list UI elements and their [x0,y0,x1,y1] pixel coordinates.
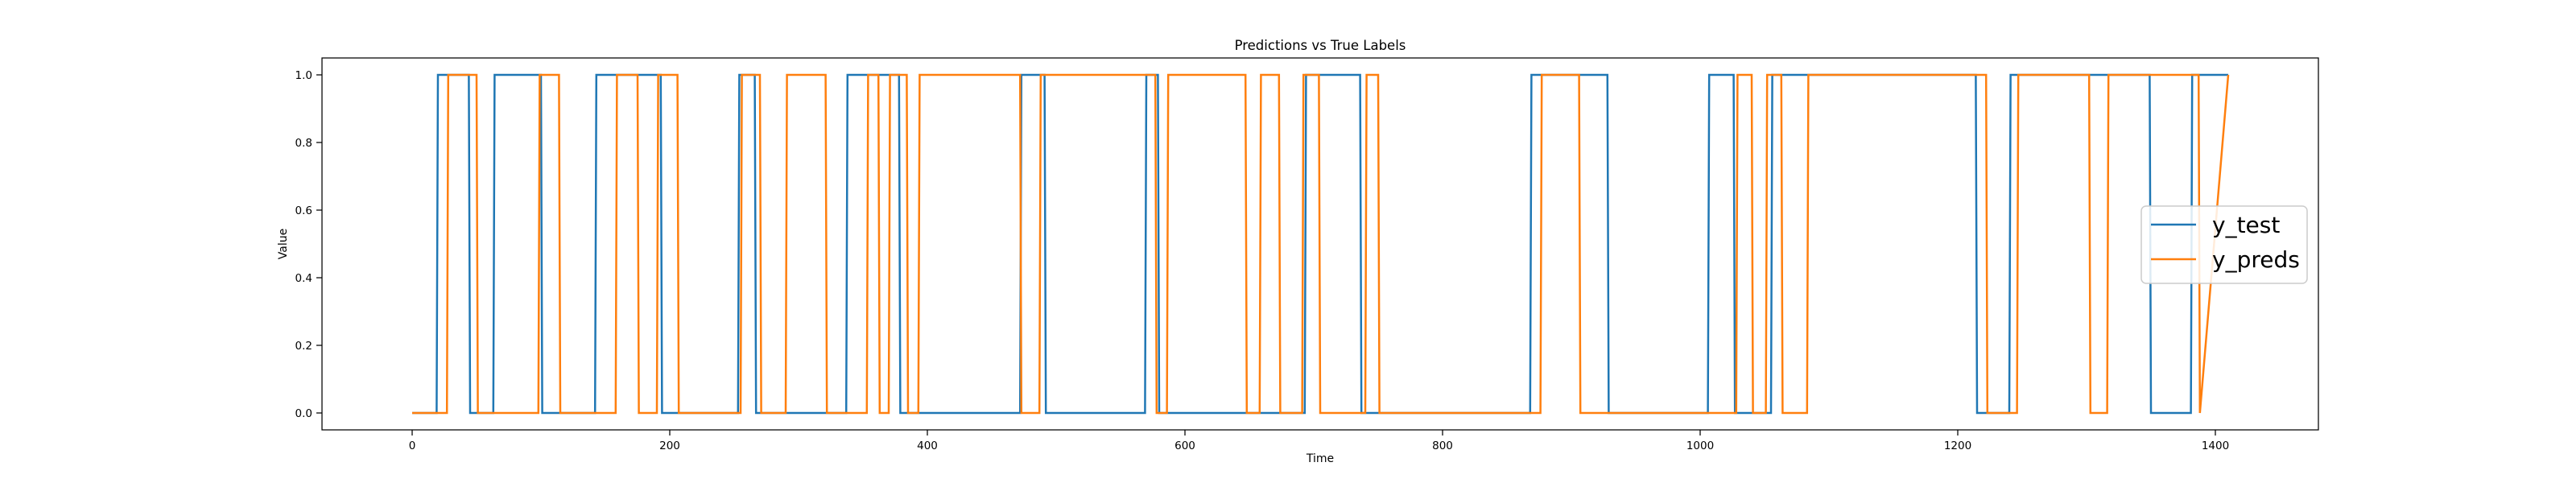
x-tick-label: 600 [1174,440,1195,452]
y-axis-ticks: 0.0 0.2 0.4 0.6 0.8 1.0 [295,69,322,420]
x-axis-label: Time [1306,452,1334,465]
x-tick-label: 1200 [1944,440,1971,452]
x-axis-ticks: 0 200 400 600 800 1000 1200 1400 [409,430,2229,452]
x-tick-label: 1000 [1686,440,1714,452]
x-tick-label: 800 [1432,440,1453,452]
series-line-y-preds [412,73,2230,415]
axes-frame [321,57,2319,431]
y-tick-label: 0.4 [295,272,312,285]
y-tick-label: 0.2 [295,340,312,353]
x-tick-label: 1400 [2202,440,2229,452]
y-axis-label: Value [277,229,290,259]
y-tick-label: 0.0 [295,407,312,420]
y-tick-label: 0.8 [295,137,312,150]
chart-title: Predictions vs True Labels [1235,38,1406,53]
series-layer [412,73,2230,415]
x-tick-label: 400 [917,440,938,452]
legend-label-y-preds: y_preds [2212,246,2300,273]
x-tick-label: 0 [409,440,416,452]
y-tick-label: 0.6 [295,204,312,217]
legend-label-y-test: y_test [2212,212,2280,238]
legend: y_test y_preds [2140,205,2308,284]
y-tick-label: 1.0 [295,69,312,82]
x-tick-label: 200 [659,440,680,452]
